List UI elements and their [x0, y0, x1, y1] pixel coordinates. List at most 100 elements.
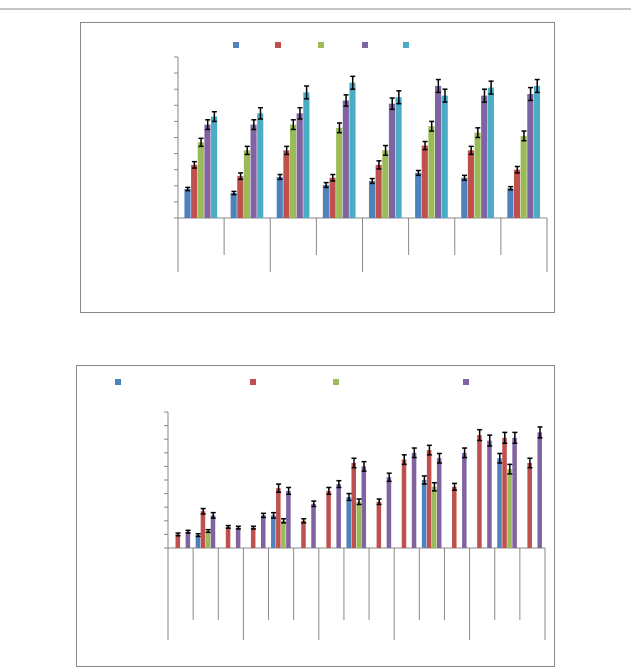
- bar: [184, 189, 191, 218]
- bar: [243, 150, 251, 218]
- bar: [336, 127, 343, 218]
- error-bar: [326, 486, 332, 496]
- error-bar: [421, 475, 427, 485]
- bar: [401, 459, 407, 548]
- error-bar: [376, 498, 382, 506]
- error-bar: [481, 88, 487, 103]
- error-bar: [244, 145, 250, 156]
- error-bar: [415, 169, 421, 177]
- bar: [461, 177, 468, 218]
- error-bar: [261, 512, 267, 519]
- bar: [507, 469, 512, 548]
- bar: [191, 164, 198, 218]
- error-bar: [257, 106, 263, 120]
- bar: [520, 135, 527, 218]
- bar: [477, 435, 482, 548]
- error-bar: [376, 160, 382, 170]
- bar: [474, 132, 481, 218]
- bar: [428, 126, 435, 218]
- bar: [303, 92, 310, 218]
- error-bar: [431, 481, 437, 492]
- error-bar: [488, 80, 494, 95]
- error-bar: [422, 140, 428, 151]
- error-bar: [537, 426, 543, 439]
- error-bar: [502, 431, 508, 445]
- bar: [487, 87, 494, 218]
- bar: [250, 124, 257, 218]
- bar: [361, 466, 367, 548]
- legend-swatch: [250, 379, 256, 385]
- bar: [346, 497, 351, 548]
- bar: [204, 124, 211, 218]
- bar: [250, 527, 256, 548]
- error-bar: [361, 460, 367, 472]
- error-bar: [534, 78, 540, 94]
- bar: [289, 124, 297, 218]
- error-bar: [350, 75, 356, 90]
- error-bar: [462, 174, 468, 181]
- error-bar: [475, 127, 481, 139]
- error-bar: [351, 457, 357, 469]
- error-bar: [225, 524, 231, 530]
- error-bar: [386, 472, 392, 483]
- bar: [200, 511, 206, 548]
- bar: [271, 515, 276, 548]
- bar: [225, 526, 231, 548]
- bar: [497, 458, 502, 548]
- error-bar: [250, 525, 256, 530]
- bar: [375, 164, 382, 218]
- error-bar: [185, 529, 191, 534]
- bar: [195, 535, 201, 548]
- bar: [260, 515, 266, 548]
- error-bar: [429, 120, 435, 132]
- bar: [296, 113, 303, 218]
- bar: [336, 484, 341, 548]
- bar: [431, 486, 437, 548]
- error-bar: [383, 144, 389, 156]
- bar: [537, 432, 542, 548]
- bar: [376, 501, 382, 548]
- chart-frame: [80, 22, 555, 313]
- bar: [395, 97, 402, 218]
- bar: [230, 193, 237, 218]
- error-bar: [468, 145, 474, 156]
- error-bar: [346, 492, 352, 502]
- error-bar: [401, 454, 407, 466]
- error-bar: [435, 78, 441, 94]
- bar: [342, 100, 349, 218]
- bar: [421, 145, 428, 218]
- legend-swatch: [233, 42, 239, 48]
- bar: [507, 188, 514, 218]
- bar: [481, 95, 488, 218]
- bar: [185, 531, 191, 548]
- bar: [533, 85, 541, 218]
- error-bar: [235, 525, 241, 530]
- bar: [441, 95, 448, 218]
- error-bar: [452, 482, 458, 491]
- bar: [502, 437, 507, 548]
- bar: [351, 463, 356, 548]
- bar: [237, 176, 244, 218]
- error-bar: [396, 90, 402, 105]
- error-bar: [238, 172, 244, 181]
- legend-swatch: [403, 42, 409, 48]
- legend-swatch: [318, 42, 324, 48]
- bar: [276, 176, 283, 218]
- legend-swatch: [275, 42, 281, 48]
- bar: [411, 452, 417, 548]
- bar: [322, 184, 329, 218]
- bar: [382, 150, 389, 218]
- bar: [452, 486, 457, 548]
- error-bar: [281, 518, 287, 524]
- error-bar: [205, 119, 211, 131]
- bar: [197, 142, 204, 218]
- bar: [462, 452, 467, 548]
- error-bar: [251, 119, 257, 131]
- error-bar: [477, 428, 483, 442]
- bar: [276, 488, 281, 548]
- error-bar: [512, 431, 518, 445]
- error-bar: [487, 434, 493, 447]
- bar: [467, 150, 474, 218]
- bar: [426, 450, 432, 548]
